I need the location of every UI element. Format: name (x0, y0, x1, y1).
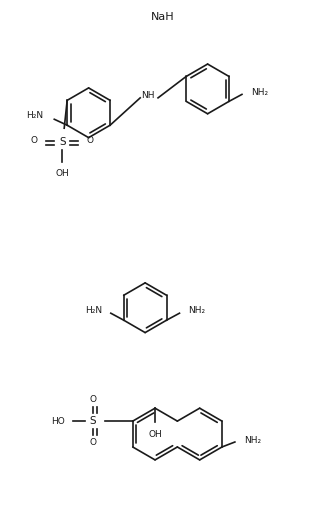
Text: H₂N: H₂N (26, 111, 43, 120)
Text: NaH: NaH (151, 12, 175, 22)
Text: NH₂: NH₂ (251, 88, 268, 97)
Text: S: S (59, 137, 66, 147)
Text: HO: HO (52, 416, 65, 426)
Text: NH₂: NH₂ (244, 436, 261, 444)
Text: H₂N: H₂N (85, 305, 102, 315)
Text: OH: OH (55, 169, 69, 178)
Text: S: S (90, 416, 96, 426)
Text: OH: OH (148, 430, 162, 439)
Text: O: O (89, 395, 97, 404)
Text: NH: NH (141, 91, 155, 101)
Text: O: O (89, 439, 97, 447)
Text: O: O (30, 136, 37, 144)
Text: O: O (87, 136, 94, 144)
Text: NH₂: NH₂ (188, 305, 205, 315)
